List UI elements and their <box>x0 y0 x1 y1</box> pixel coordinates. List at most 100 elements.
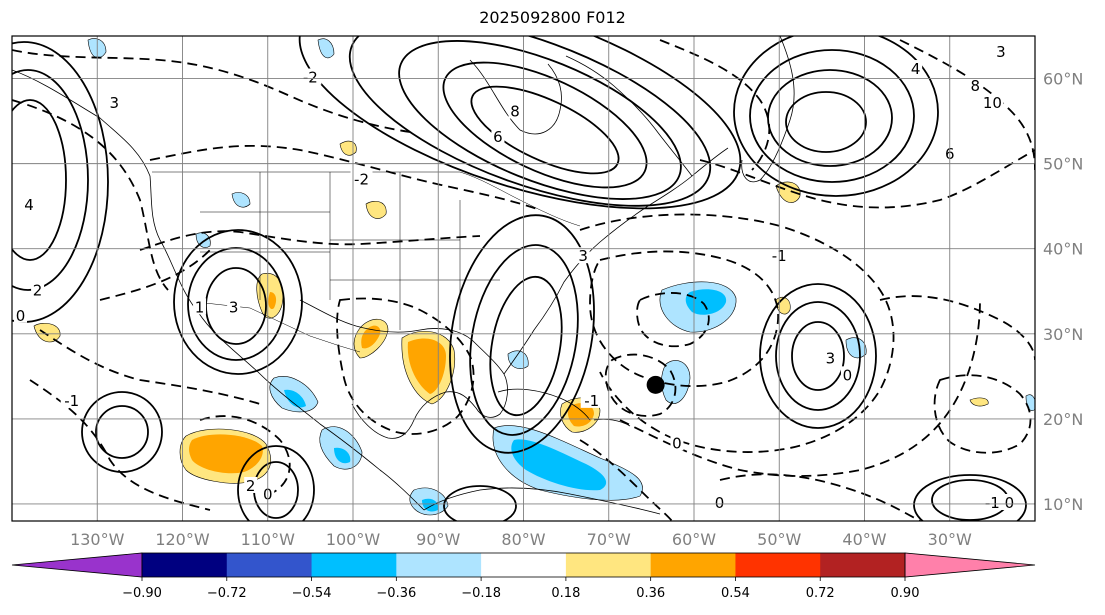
contour-neg-18 <box>636 292 710 348</box>
contour-label-bg <box>823 349 837 366</box>
colorbar-labels: −0.90 −0.72 −0.54 −0.36 −0.18 0.18 0.36 0.54 0.7… <box>122 577 919 601</box>
contour-label-bg <box>508 102 522 119</box>
colorbar-bin <box>565 553 652 577</box>
contour-label-bg <box>227 298 241 315</box>
lat-label: 40°N <box>1043 240 1083 259</box>
contour-label: 0 <box>1005 494 1015 512</box>
shade-yellow-ne2 <box>365 201 387 219</box>
contour-neg-11 <box>699 149 1035 209</box>
contour-label: 10 <box>983 94 1002 112</box>
colorbar-tick-label: 0.72 <box>806 586 835 601</box>
colorbar-tick-label: −0.54 <box>292 586 332 601</box>
contour-high-mx-2 <box>237 445 315 521</box>
contour-label: 8 <box>510 103 520 121</box>
contour-label-bg <box>1002 493 1016 510</box>
contour-neg-8 <box>589 250 779 387</box>
contour-label: 4 <box>24 196 34 214</box>
contour-label: -1 <box>985 494 1000 512</box>
borders <box>152 171 581 353</box>
shade-orange-cuba <box>567 403 594 427</box>
colorbar-bin <box>650 553 736 577</box>
shade-blue-central <box>319 426 363 470</box>
contour-label-bg <box>31 281 45 298</box>
lon-label: 110°W <box>241 530 296 549</box>
contour-label-bg <box>491 128 505 145</box>
contour-high-sw-3 <box>173 229 303 375</box>
contour-neg-2 <box>149 144 541 211</box>
shade-yellow-ne1 <box>339 140 357 156</box>
contour-high-pac-2 <box>81 391 163 473</box>
contour-neg-10 <box>619 299 981 477</box>
contour-label-bg <box>107 94 121 111</box>
contour-label: -1 <box>64 392 79 410</box>
lon-label: 120°W <box>155 530 210 549</box>
lon-labels: 130°W 120°W 110°W 100°W 90°W 80°W 70°W 60°W 50°W… <box>70 530 972 549</box>
contour-high-atlantic-1 <box>785 91 867 153</box>
lat-label: 10°N <box>1043 495 1083 514</box>
lat-label: 20°N <box>1043 410 1083 429</box>
contour-high-pac-1 <box>95 405 149 459</box>
contour-label: 0 <box>843 366 853 384</box>
colorbar-tick-label: −0.72 <box>207 586 247 601</box>
contour-label: 3 <box>826 349 836 367</box>
contour-label: 6 <box>493 128 503 146</box>
contour-label-bg <box>60 391 83 408</box>
contour-label: -2 <box>354 171 369 189</box>
lat-label: 50°N <box>1043 155 1083 174</box>
border-states-1 <box>200 172 500 330</box>
gridlines <box>12 36 1035 521</box>
shaded-areas <box>33 38 1035 516</box>
contour-high-canada-4 <box>348 36 712 207</box>
contour-label-bg <box>968 77 982 94</box>
contour-high-atlantic-4 <box>733 36 939 197</box>
colorbar-tick-label: −0.90 <box>122 586 162 601</box>
colorbar-frame <box>141 552 906 578</box>
coast-hudson <box>469 59 562 135</box>
shade-yellow-w <box>33 323 61 343</box>
shade-orange-texas <box>361 325 381 349</box>
shade-deepblue-caribbean <box>511 439 607 491</box>
contour-label-bg <box>713 493 727 510</box>
contour-high-east-2 <box>469 244 579 436</box>
contour-high-azores-2 <box>775 301 861 411</box>
lon-label: 70°W <box>587 530 631 549</box>
shade-yellow-e <box>969 397 989 407</box>
contour-high-atlantic-3 <box>749 49 915 183</box>
contour-high-canada-5 <box>298 36 742 210</box>
colorbar-extend-high <box>904 552 1036 578</box>
coast-gulf <box>299 299 508 439</box>
contour-label: 1 <box>195 298 205 316</box>
contour-label: -2 <box>303 69 318 87</box>
contour-label-bg <box>244 476 258 493</box>
contour-neg-21 <box>579 439 673 521</box>
contour-label: 0 <box>16 307 26 325</box>
contour-neg-13 <box>933 374 1032 454</box>
contour-label: 3 <box>996 43 1006 61</box>
location-marker <box>646 375 665 394</box>
contour-neg-3 <box>139 230 481 251</box>
contour-label-bg <box>981 94 1004 111</box>
shade-deepblue-mex <box>284 389 306 408</box>
contour-label: -1 <box>584 392 599 410</box>
contour-label-bg <box>22 196 36 213</box>
contour-high-azores-1 <box>791 321 845 391</box>
colorbar-bin <box>311 553 397 577</box>
map-frame <box>11 35 1036 522</box>
coast-greenland <box>741 36 795 183</box>
map-title: 2025092800 F012 <box>479 8 626 27</box>
contour-label: 2 <box>246 477 256 495</box>
shade-orange-mexico-north <box>268 292 277 310</box>
contour-label: 3 <box>229 298 239 316</box>
colorbar-tick-label: −0.18 <box>461 586 501 601</box>
contour-label-bg <box>580 391 603 408</box>
contour-label: 0 <box>715 494 725 512</box>
shade-deepblue-central <box>334 447 351 464</box>
colorbar-tick-label: −0.36 <box>376 586 416 601</box>
colorbar-tick-label: 0.18 <box>551 586 580 601</box>
contour-neg-6 <box>29 379 211 511</box>
contour-label: 0 <box>672 434 682 452</box>
lon-label: 40°W <box>842 530 886 549</box>
colorbar-tick-label: 0.54 <box>721 586 750 601</box>
negative-contours <box>12 39 1035 521</box>
